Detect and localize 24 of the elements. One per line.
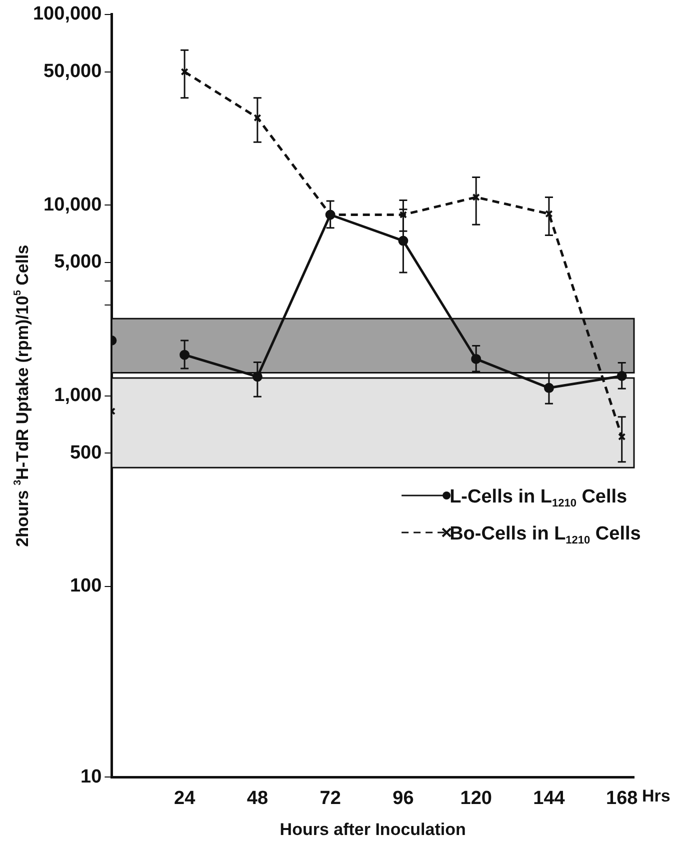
point (399, 210, 408, 219)
x-tick-label: 72 (320, 788, 341, 809)
x-axis-title: Hours after Inoculation (280, 820, 466, 839)
point (545, 210, 553, 218)
y-tick-label: 10,000 (44, 194, 102, 216)
y-tick-label: 500 (70, 442, 102, 464)
x-tick-label: 168 (606, 788, 638, 809)
x-tick-label: 120 (460, 788, 492, 809)
y-tick-label: 10 (80, 766, 102, 788)
point (472, 193, 480, 202)
x-tick-label: 48 (246, 788, 268, 809)
y-tick-label: 1,000 (54, 385, 102, 406)
y-tick-label: 5,000 (54, 252, 102, 273)
x-tick-label: 24 (174, 788, 196, 809)
y-tick-label: 50,000 (44, 61, 102, 82)
point (254, 114, 262, 122)
x-tick-label: 144 (533, 788, 566, 809)
y-tick-label: 100,000 (32, 4, 102, 25)
y-tick-label: 100 (70, 576, 102, 597)
point (180, 68, 188, 76)
point (618, 432, 626, 441)
x-tick-label: 96 (392, 788, 414, 809)
y-axis-title: 2hours 3H-TdR Uptake (rpm)/105 Cells (12, 244, 32, 547)
text: Hrs (642, 786, 670, 806)
